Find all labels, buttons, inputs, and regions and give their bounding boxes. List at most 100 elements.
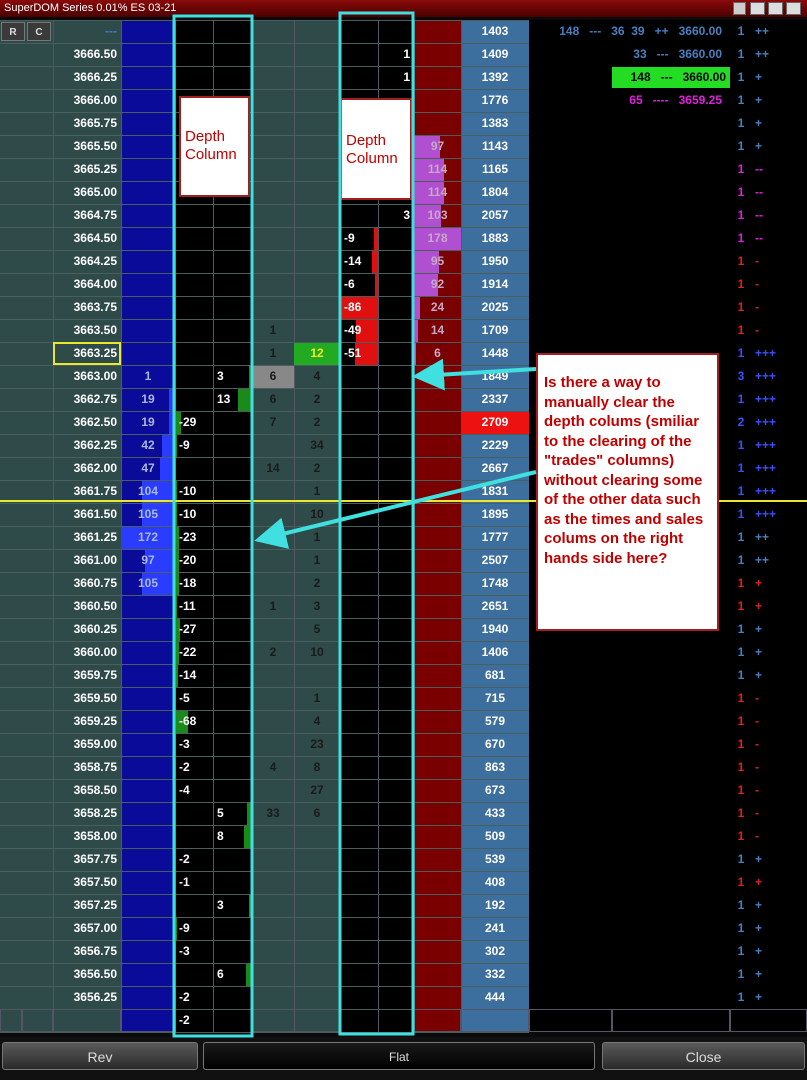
price-cell: 3666.50 (73, 47, 117, 61)
bid-cell: 19 (141, 415, 155, 429)
d3-cell: -6 (344, 277, 355, 291)
vol-cell: 1406 (481, 645, 509, 659)
depth-bar (142, 481, 175, 503)
tape-count: 1 (737, 806, 745, 820)
column-action[interactable] (612, 1009, 730, 1032)
d1-cell: -68 (179, 714, 197, 728)
column-action[interactable] (22, 1009, 53, 1032)
tape-entry: 148 --- 36 39 ++ 3660.00 (559, 24, 722, 38)
t1-cell: 4 (269, 760, 277, 774)
tape-count: 1 (737, 208, 745, 222)
vol-cell: 1950 (481, 254, 509, 268)
row-line (0, 940, 529, 941)
row-line (0, 20, 529, 21)
tape-count: 1 (737, 576, 745, 590)
vol-cell: 1940 (481, 622, 509, 636)
depth-column-note: Depth Column (179, 96, 250, 197)
price-cell: 3662.50 (73, 415, 117, 429)
tape-count: 1 (737, 760, 745, 774)
row-line (0, 825, 529, 826)
d2-cell: 13 (217, 392, 231, 406)
bid-cell: 97 (141, 553, 155, 567)
column-action[interactable] (414, 1009, 461, 1032)
vol-cell: 1165 (481, 162, 509, 176)
tape-count: 1 (737, 829, 745, 843)
vol-cell: 408 (484, 875, 506, 889)
tape-sign: ++ (755, 530, 770, 544)
t2-cell: 2 (313, 392, 321, 406)
ask-cell: 178 (427, 231, 448, 245)
action-button[interactable]: Flat (203, 1042, 595, 1070)
tape-sign: +++ (755, 346, 777, 360)
row-line (0, 227, 529, 228)
depth-bar (161, 435, 175, 457)
clear-button[interactable]: C (27, 22, 51, 41)
row-line (0, 756, 529, 757)
price-cell: 3666.00 (73, 93, 117, 107)
question-callout: Is there a way to manually clear the dep… (536, 353, 719, 631)
tape-sign: -- (755, 162, 763, 176)
depth-bar (414, 297, 421, 319)
column-action[interactable] (461, 1009, 529, 1032)
d4-cell: 3 (403, 208, 410, 222)
depth-bar (414, 228, 461, 250)
price-cell: 3661.75 (73, 484, 117, 498)
row-line (0, 250, 529, 251)
tape-count: 1 (737, 461, 745, 475)
tape-sign: + (755, 645, 763, 659)
row-line (0, 664, 529, 665)
column-action[interactable] (53, 1009, 121, 1032)
price-cell: 3657.00 (73, 921, 117, 935)
reset-button[interactable]: R (1, 22, 25, 41)
column-action[interactable] (0, 1009, 22, 1032)
bid-cell: 42 (141, 438, 155, 452)
t2-cell: 10 (310, 507, 324, 521)
row-line (0, 986, 529, 987)
row-line (0, 595, 529, 596)
depth-bar (160, 458, 175, 480)
t2-cell: 4 (313, 714, 321, 728)
tape-count: 1 (737, 277, 745, 291)
column-action[interactable] (252, 1009, 340, 1032)
d1-cell: -4 (179, 783, 190, 797)
vol-cell: 1914 (481, 277, 509, 291)
vol-cell: 241 (484, 921, 506, 935)
row-line (0, 549, 529, 550)
depth-bar (414, 159, 445, 181)
t1-cell: 1 (269, 599, 277, 613)
tape-count: 1 (737, 507, 745, 521)
row-line (0, 158, 529, 159)
price-cell: 3656.25 (73, 990, 117, 1004)
vol-cell: 1392 (481, 70, 509, 84)
row-line (0, 135, 529, 136)
t1-cell: 7 (269, 415, 277, 429)
vol-cell: 2057 (481, 208, 509, 222)
t1-cell: 2 (269, 645, 277, 659)
row-line (0, 204, 529, 205)
vol-cell: 192 (484, 898, 506, 912)
d3-cell: -51 (344, 346, 362, 360)
t2-cell: 10 (310, 645, 324, 659)
price-cell: 3664.50 (73, 231, 117, 245)
d4-cell: 1 (403, 70, 410, 84)
price-cell: 3658.00 (73, 829, 117, 843)
vol-cell: 2025 (481, 300, 509, 314)
d1-cell: -10 (179, 507, 197, 521)
column-action[interactable] (730, 1009, 807, 1032)
maximize-button[interactable] (768, 2, 783, 15)
price-cell: --- (105, 24, 117, 38)
minimize-button[interactable] (750, 2, 765, 15)
price-cell: 3665.75 (73, 116, 117, 130)
column-action[interactable] (121, 1009, 175, 1032)
action-button[interactable]: Rev (2, 1042, 198, 1070)
action-button[interactable]: Close (602, 1042, 805, 1070)
tape-sign: - (755, 323, 759, 337)
tape-sign: -- (755, 185, 763, 199)
menu-button[interactable] (733, 2, 746, 15)
close-window-button[interactable] (786, 2, 801, 15)
price-cell: 3661.50 (73, 507, 117, 521)
t2-cell: 34 (310, 438, 324, 452)
column-action[interactable] (529, 1009, 612, 1032)
depth-bar (414, 205, 442, 227)
tape-sign: +++ (755, 415, 777, 429)
